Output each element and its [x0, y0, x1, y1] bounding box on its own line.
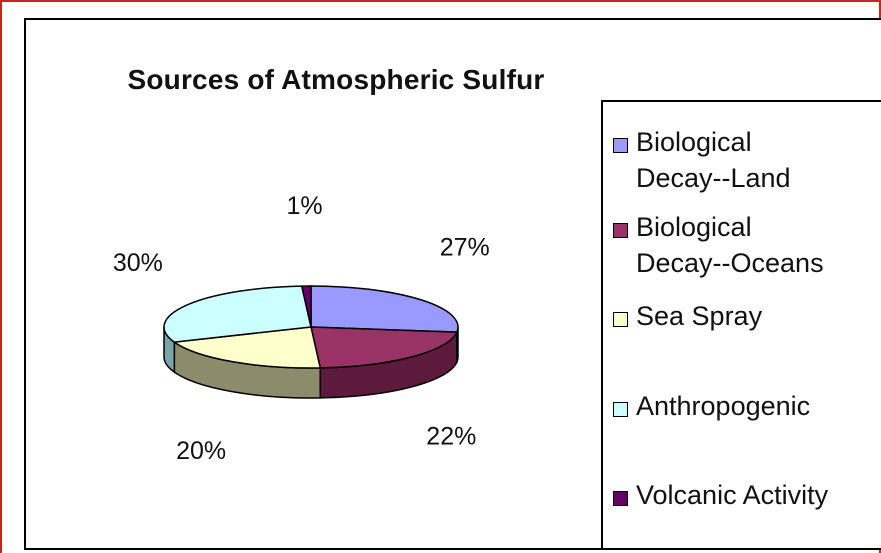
legend-swatch	[613, 491, 628, 506]
legend-label: Biological Decay--Land	[636, 127, 791, 193]
data-label-sea-spray: 20%	[176, 437, 226, 465]
data-label-biological-decay-land: 27%	[440, 234, 490, 262]
legend-label: Sea Spray	[636, 301, 763, 331]
legend: Biological Decay--Land Biological Decay-…	[601, 100, 881, 550]
legend-item-biological-decay-land: Biological Decay--Land	[613, 124, 876, 196]
legend-label: Volcanic Activity	[636, 480, 829, 510]
data-label-volcanic-activity: 1%	[286, 192, 322, 220]
pie-slice-volcanic-activity	[300, 285, 312, 328]
legend-item-biological-decay-oceans: Biological Decay--Oceans	[613, 209, 876, 281]
pie-slice-biological-decay-oceans	[310, 326, 458, 369]
legend-label: Biological Decay--Oceans	[636, 212, 824, 278]
chart-area: Sources of Atmospheric Sulfur 27% 22% 20% 3…	[24, 18, 881, 550]
legend-swatch	[613, 402, 628, 417]
pie-chart: 27% 22% 20% 30% 1%	[113, 192, 490, 465]
pie-slice-biological-decay-land	[310, 285, 459, 333]
legend-swatch	[613, 138, 628, 153]
legend-item-anthropogenic: Anthropogenic	[613, 388, 876, 424]
legend-swatch	[613, 223, 628, 238]
pie-slice-anthropogenic	[163, 285, 312, 343]
legend-label: Anthropogenic	[636, 391, 811, 421]
pie-slice-sea-spray	[172, 326, 322, 369]
data-label-biological-decay-oceans: 22%	[426, 423, 476, 451]
chart-title: Sources of Atmospheric Sulfur	[127, 64, 545, 95]
data-label-anthropogenic: 30%	[113, 249, 163, 277]
legend-swatch	[613, 312, 628, 327]
legend-item-volcanic-activity: Volcanic Activity	[613, 477, 876, 513]
legend-item-sea-spray: Sea Spray	[613, 298, 876, 334]
